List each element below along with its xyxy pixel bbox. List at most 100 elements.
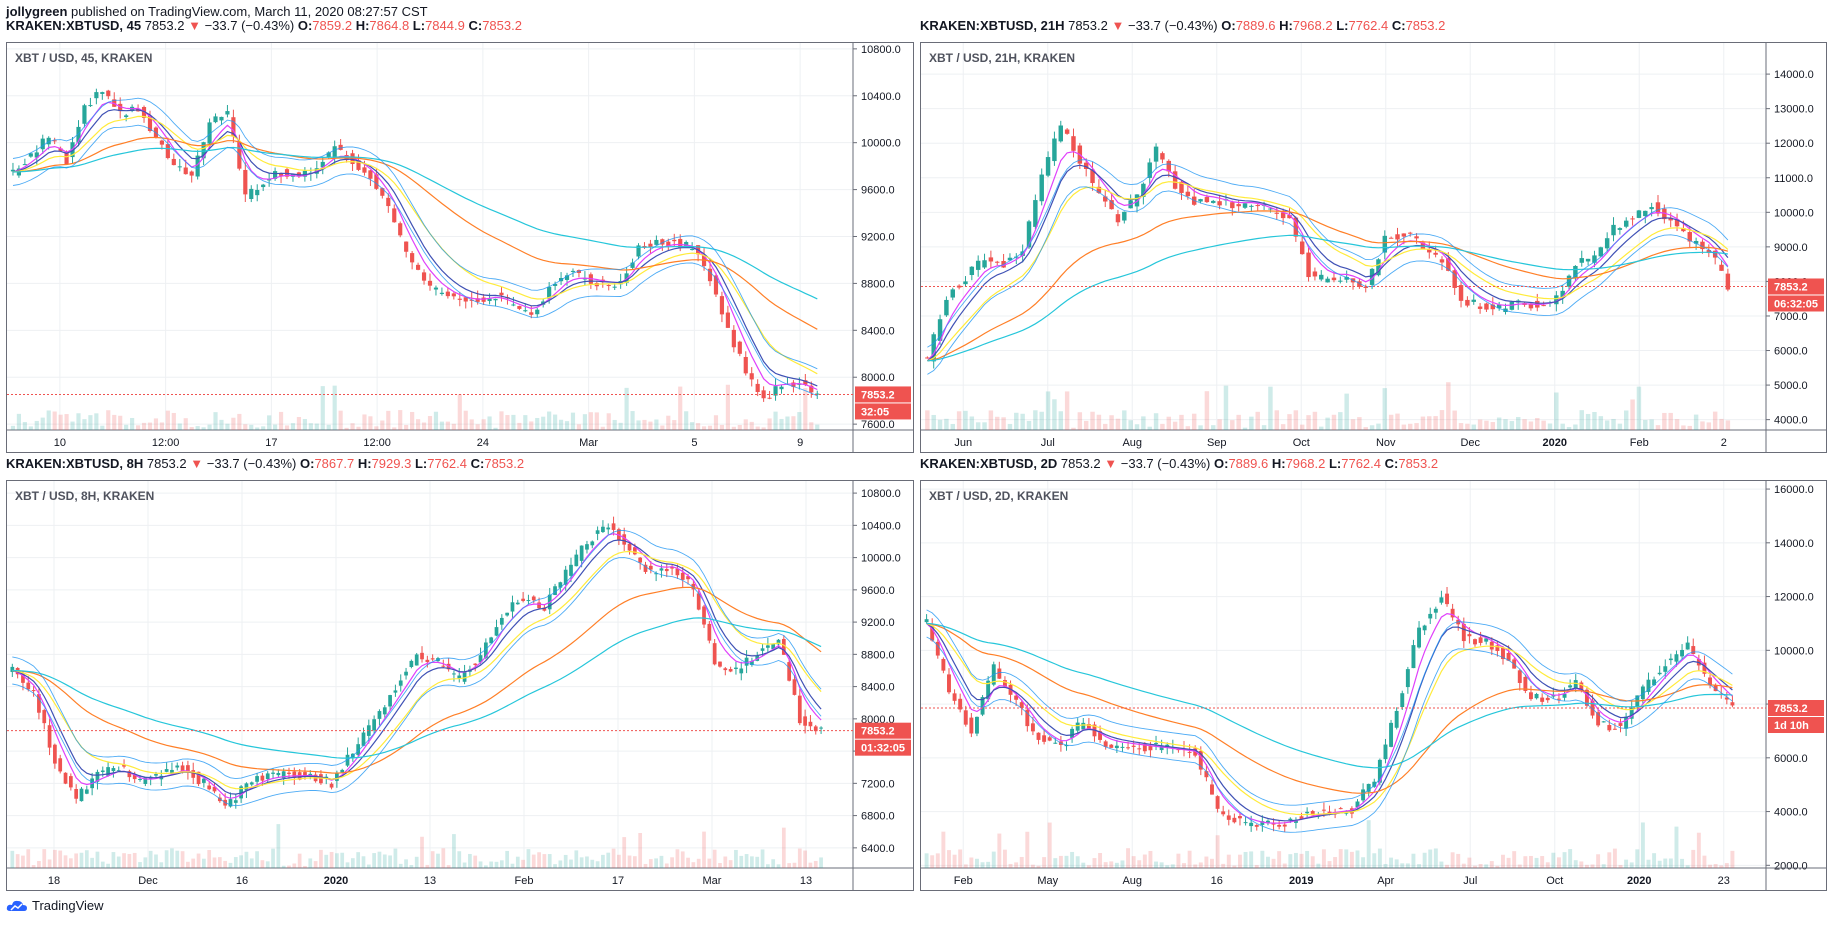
candle-body [1607,725,1612,731]
candle-body [654,239,659,245]
symbol[interactable]: KRAKEN:XBTUSD, 45 [6,18,142,33]
candle-body [1401,233,1407,237]
candle-body [338,144,343,150]
last-price-label: 7853.2 [861,389,895,401]
candle-body [324,776,329,779]
candle-body [231,117,236,137]
candle-body [164,769,169,772]
volume-bar [493,427,498,430]
volume-bar [494,861,499,868]
volume-bar [696,858,701,868]
symbol[interactable]: KRAKEN:XBTUSD, 2D [920,456,1058,471]
chart-panel-8h[interactable]: XBT / USD, 8H, KRAKEN 10800.0 10400.0 1000… [6,480,914,891]
volume-bar [1730,850,1735,868]
y-tick-label: 8800.0 [861,649,895,661]
price-chart-21h[interactable]: 14000.0 13000.0 12000.0 11000.0 10000.0 9000.… [921,43,1827,453]
volume-bar [1154,861,1158,868]
candle-body [1601,721,1606,723]
ema-line [926,622,1733,794]
volume-bar [111,852,116,868]
candle-body [1579,682,1584,690]
price-chart-2d[interactable]: 16000.014000.012000.010000.08000.06000.0… [921,481,1827,891]
volume-bar [813,860,818,868]
volume-bar [771,859,776,868]
volume-bar [952,854,957,868]
candle-body [1629,707,1634,719]
candle-body [1147,162,1152,178]
volume-bar [320,386,325,430]
symbol[interactable]: KRAKEN:XBTUSD, 21H [920,18,1065,33]
volume-bar [542,854,547,868]
candle-body [1394,710,1399,728]
candle-body [1299,241,1305,255]
x-tick-label: Aug [1122,437,1142,449]
volume-bar [362,414,367,430]
candle-body [118,103,123,112]
volume-bar [766,864,770,868]
candle-body [1243,822,1248,824]
volume-bar [1724,863,1729,868]
volume-bar [1456,853,1461,868]
volume-bar [1071,427,1076,430]
volume-bar [1249,851,1254,868]
tradingview-logo[interactable]: TradingView [6,898,104,913]
y-tick-label: 9600.0 [861,185,895,197]
candle-body [26,682,31,690]
volume-bar [632,856,637,868]
volume-bar [207,424,212,430]
volume-bar [10,850,15,868]
y-tick-label: 10400.0 [861,91,901,103]
volume-bar [791,416,796,430]
candle-body [267,179,272,181]
candle-body [196,771,201,785]
symbol[interactable]: KRAKEN:XBTUSD, 8H [6,456,144,471]
volume-bar [1282,863,1287,868]
candle-body [1649,207,1654,210]
chart-panel-21h[interactable]: XBT / USD, 21H, KRAKEN 14000.0 13000.0 120… [920,42,1827,453]
volume-bar [1395,413,1400,430]
author-name[interactable]: jollygreen [6,4,68,19]
volume-bar [463,410,468,430]
x-tick-label: 24 [477,437,489,449]
candle-body [255,776,259,782]
x-tick-label: 10 [54,437,66,449]
volume-bar [1601,864,1606,868]
volume-bar [21,855,25,868]
volume-bar [42,849,47,868]
volume-bar [84,850,89,868]
y-tick-label: 7600.0 [861,419,895,431]
chart-panel-45[interactable]: XBT / USD, 45, KRAKEN 10800.0 10400.0 1000… [6,42,914,453]
volume-bar [749,421,754,430]
chart-panel-2d[interactable]: XBT / USD, 2D, KRAKEN 16000.0 14000.0 1200… [920,480,1827,891]
change: −33.7 (−0.43%) [204,18,295,33]
volume-bar [1517,864,1522,868]
volume-bar [271,848,275,868]
candle-body [505,612,510,616]
volume-bar [815,424,820,430]
volume-bar [462,862,467,868]
candle-body [1310,811,1315,816]
y-tick-label: 6800.0 [861,811,895,823]
candle-body [1058,125,1063,142]
volume-bar [37,861,41,868]
candle-body [728,669,733,672]
volume-bar [1120,860,1125,868]
x-tick-label: Feb [954,875,973,887]
volume-bar [1405,863,1410,868]
candle-body [122,764,126,767]
candle-body [558,582,563,588]
volume-bar [374,426,379,430]
volume-bar [382,854,387,868]
candle-body [124,115,129,118]
volume-bar [737,424,742,430]
volume-bar [997,833,1002,868]
price-chart-45[interactable]: 10800.0 10400.0 10000.0 9600.0 9200.0 8800.0 8… [7,43,914,453]
volume-bar [1344,393,1349,430]
candle-body [1568,685,1573,688]
volume-bar [1064,855,1069,868]
price-chart-8h[interactable]: 10800.0 10400.0 10000.0 9600.0 9200.0 8800.0 8… [7,481,914,891]
volume-bar [1305,850,1310,868]
x-tick-label: Dec [138,875,158,887]
candle-body [535,309,540,315]
candle-body [84,789,89,794]
